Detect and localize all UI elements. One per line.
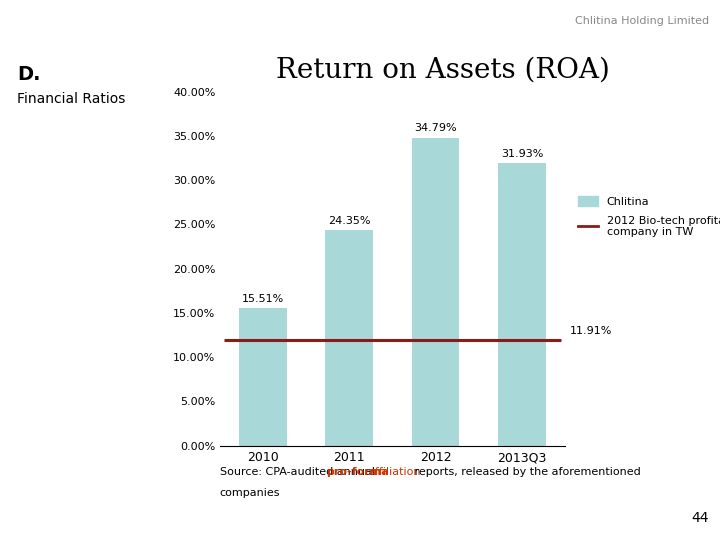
Bar bbox=[498, 163, 546, 445]
Legend: Chlitina, 2012 Bio-tech profitable
company in TW: Chlitina, 2012 Bio-tech profitable compa… bbox=[577, 197, 720, 237]
Text: 34.79%: 34.79% bbox=[414, 124, 457, 133]
Text: 24.35%: 24.35% bbox=[328, 216, 371, 226]
Bar bbox=[239, 308, 287, 446]
Text: reports, released by the aforementioned: reports, released by the aforementioned bbox=[411, 467, 641, 477]
Text: 44: 44 bbox=[692, 511, 709, 525]
Text: 11.91%: 11.91% bbox=[570, 326, 612, 336]
Text: Source: CPA-audited annual: Source: CPA-audited annual bbox=[220, 467, 378, 477]
Bar bbox=[412, 138, 459, 445]
Text: Chlitina Holding Limited: Chlitina Holding Limited bbox=[575, 16, 709, 26]
Text: D.: D. bbox=[17, 65, 41, 84]
Text: 15.51%: 15.51% bbox=[242, 294, 284, 304]
Text: companies: companies bbox=[220, 488, 280, 498]
Bar bbox=[325, 230, 373, 446]
Text: 31.93%: 31.93% bbox=[501, 148, 543, 159]
Text: pro-forma: pro-forma bbox=[326, 467, 389, 477]
Text: Financial Ratios: Financial Ratios bbox=[17, 92, 126, 106]
Text: Return on Assets (ROA): Return on Assets (ROA) bbox=[276, 57, 610, 84]
Text: affiliation: affiliation bbox=[369, 467, 421, 477]
